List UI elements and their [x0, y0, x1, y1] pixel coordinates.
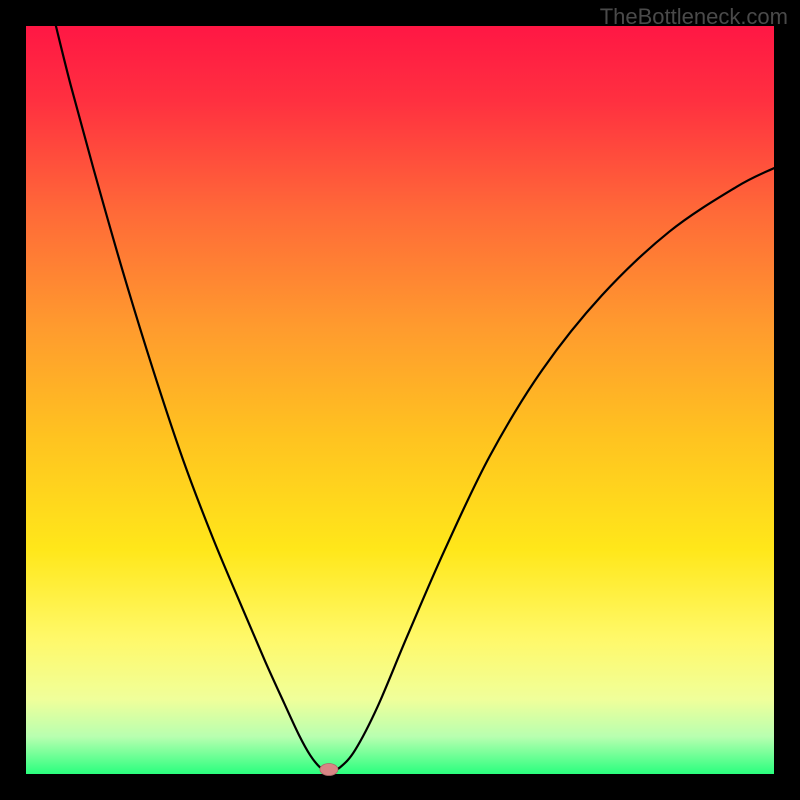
chart-container: TheBottleneck.com — [0, 0, 800, 800]
bottleneck-chart — [0, 0, 800, 800]
plot-background — [26, 26, 774, 774]
optimal-marker — [320, 764, 338, 776]
watermark-text: TheBottleneck.com — [600, 4, 788, 30]
